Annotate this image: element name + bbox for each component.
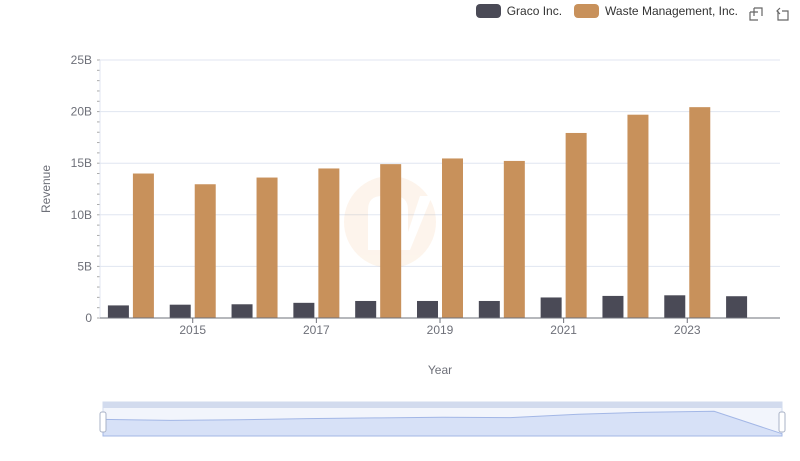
restore-icon[interactable] — [774, 6, 790, 22]
zoom-handle-left[interactable] — [99, 411, 107, 433]
y-tick-label: 5B — [77, 259, 92, 273]
bar-waste-management-2014[interactable] — [132, 173, 154, 318]
bar-waste-management-2021[interactable] — [565, 132, 587, 318]
legend-swatch-waste-management — [574, 4, 600, 18]
y-tick-label: 10B — [71, 208, 92, 222]
x-tick-label: 2015 — [179, 323, 206, 337]
bar-waste-management-2019[interactable] — [442, 158, 463, 318]
legend-item-waste-management[interactable]: Waste Management, Inc. — [574, 4, 738, 18]
zoom-handle-right[interactable] — [778, 411, 786, 433]
zoom-data-shadow — [102, 410, 783, 437]
x-tick-label: 2017 — [303, 323, 330, 337]
bar-waste-management-2023[interactable] — [689, 107, 711, 318]
x-axis-label: Year — [428, 363, 452, 377]
legend: Graco Inc. Waste Management, Inc. — [475, 4, 738, 18]
bar-graco-2016[interactable] — [231, 304, 253, 318]
y-tick-label: 0 — [85, 311, 92, 325]
bar-waste-management-2018[interactable] — [380, 164, 402, 318]
bar-graco-2023[interactable] — [664, 295, 686, 318]
legend-swatch-graco — [475, 4, 501, 18]
bar-waste-management-2020[interactable] — [503, 160, 525, 318]
bar-waste-management-2015[interactable] — [194, 184, 216, 318]
legend-label-waste-management: Waste Management, Inc. — [605, 4, 738, 18]
y-tick-label: 25B — [71, 53, 92, 67]
bar-waste-management-2016[interactable] — [256, 177, 278, 318]
bar-graco-2017[interactable] — [293, 302, 315, 318]
bar-graco-2015[interactable] — [169, 304, 191, 318]
bar-graco-2022[interactable] — [602, 295, 624, 318]
bar-graco-2024[interactable] — [726, 296, 748, 318]
axes: 0 5B 10B 15B 20B 25B 2015 2017 2019 2021 2023 — [71, 53, 780, 337]
zoom-move-handle[interactable] — [103, 402, 782, 408]
bars — [107, 107, 748, 318]
bar-graco-2019[interactable] — [417, 300, 438, 318]
data-zoom-slider[interactable] — [99, 401, 786, 437]
zoom-icon[interactable] — [748, 6, 764, 22]
bar-waste-management-2022[interactable] — [627, 114, 649, 318]
y-tick-label: 15B — [71, 156, 92, 170]
legend-item-graco[interactable]: Graco Inc. — [475, 4, 563, 18]
bar-graco-2020[interactable] — [478, 300, 500, 318]
legend-label-graco: Graco Inc. — [506, 4, 563, 18]
x-tick-label: 2023 — [674, 323, 701, 337]
bar-graco-2021[interactable] — [540, 297, 562, 318]
bar-waste-management-2017[interactable] — [318, 168, 340, 318]
toolbox — [748, 6, 790, 22]
y-tick-label: 20B — [71, 105, 92, 119]
y-axis-label: Revenue — [39, 165, 53, 213]
x-tick-label: 2021 — [550, 323, 577, 337]
bar-graco-2014[interactable] — [107, 305, 129, 318]
bar-graco-2018[interactable] — [355, 300, 377, 318]
x-tick-label: 2019 — [427, 323, 454, 337]
